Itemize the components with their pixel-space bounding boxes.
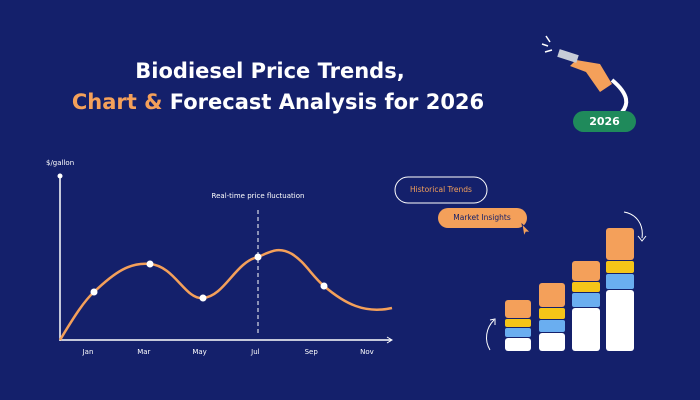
badge-text: 2026 [589,115,620,128]
cursor-icon [521,222,531,238]
title-rest: Forecast Analysis for 2026 [170,90,484,114]
curve-points [90,253,328,302]
month-label: May [192,348,206,356]
month-label: Nov [360,348,374,356]
bar-illustration [486,211,647,351]
button-label[interactable]: Historical Trends [410,185,472,194]
title-line: Biodiesel Price Trends, [135,59,404,83]
badge [573,111,636,132]
month-label: Jan [82,348,94,356]
axis-end [57,173,63,179]
month-label: Jul [250,348,260,356]
button[interactable] [438,208,527,228]
month-label: Mar [137,348,150,356]
button-label[interactable]: Market Insights [453,213,511,222]
y-axis-label: $/gallon [46,159,74,167]
title-highlight: Chart & [72,90,163,114]
button[interactable] [394,176,488,204]
axis-arrow [386,336,393,344]
month-label: Sep [305,348,319,356]
annotation: Real-time price fluctuation [212,192,305,200]
fuel-nozzle-icon [541,35,629,114]
title-line: Chart & Forecast Analysis for 2026 [72,90,484,114]
